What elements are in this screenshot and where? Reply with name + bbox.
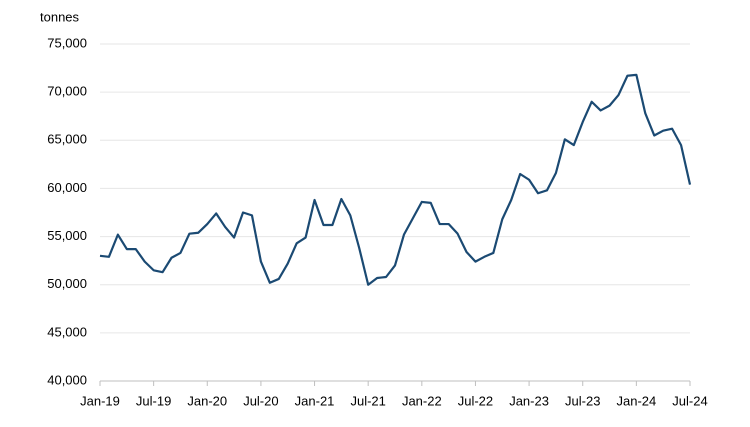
y-tick-label: 45,000 [47,324,87,339]
x-tick-label: Jan-24 [616,393,656,408]
line-series [99,73,692,286]
y-tick-label: 55,000 [47,228,87,243]
x-tick-label: Jan-21 [295,393,335,408]
y-tick-label: 70,000 [47,84,87,99]
y-tick-label: 50,000 [47,276,87,291]
x-tick-label: Jan-23 [509,393,549,408]
x-tick-label: Jan-19 [80,393,120,408]
x-tick-label: Jul-24 [672,393,707,408]
x-tick-label: Jan-22 [402,393,442,408]
x-tick-label: Jul-19 [136,393,171,408]
x-tick-label: Jul-20 [243,393,278,408]
y-axis-label: tonnes [40,9,80,24]
x-tick-label: Jul-23 [565,393,600,408]
y-tick-label: 60,000 [47,180,87,195]
y-tick-label: 75,000 [47,35,87,50]
x-tick-label: Jul-22 [458,393,493,408]
y-tick-label: 65,000 [47,132,87,147]
y-tick-label: 40,000 [47,372,87,387]
x-tick-label: Jan-20 [187,393,227,408]
x-tick-label: Jul-21 [350,393,385,408]
